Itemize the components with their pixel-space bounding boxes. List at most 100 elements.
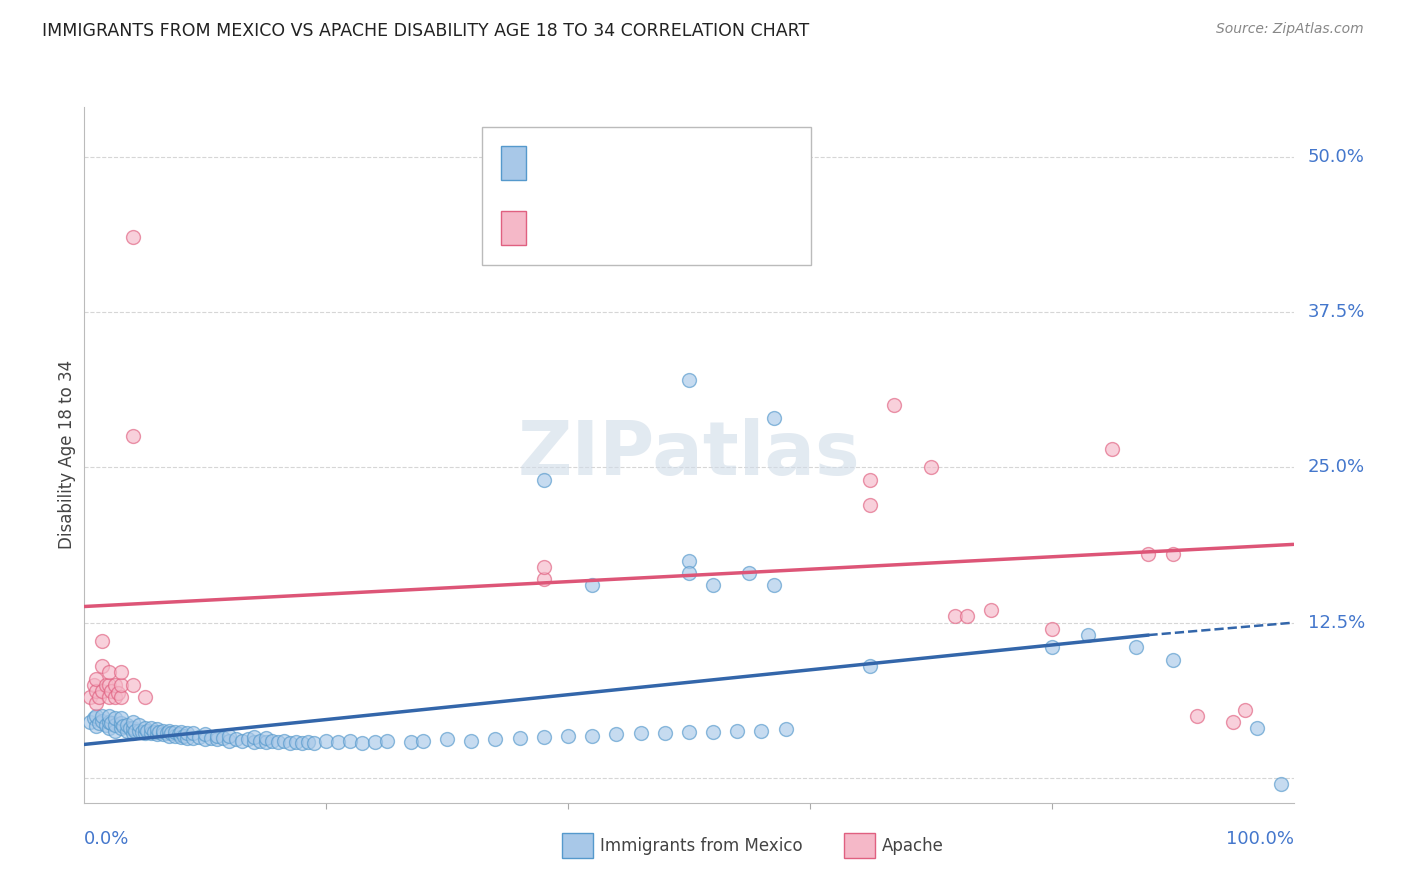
Point xyxy=(284,735,308,749)
Point xyxy=(436,732,458,747)
Point xyxy=(134,726,156,740)
Point xyxy=(678,373,700,387)
Point xyxy=(124,723,146,738)
Point xyxy=(157,723,180,738)
Point xyxy=(121,230,143,244)
Y-axis label: Disability Age 18 to 34: Disability Age 18 to 34 xyxy=(58,360,76,549)
Text: Immigrants from Mexico: Immigrants from Mexico xyxy=(600,837,803,855)
Point xyxy=(363,735,385,749)
Point xyxy=(678,553,700,567)
Text: 40: 40 xyxy=(655,219,679,236)
Point xyxy=(1161,653,1184,667)
Point xyxy=(104,711,127,725)
Point xyxy=(678,566,700,580)
Point xyxy=(121,726,143,740)
Point xyxy=(980,603,1002,617)
Point xyxy=(859,498,882,512)
Point xyxy=(883,398,905,412)
Point xyxy=(83,678,105,692)
Point xyxy=(163,725,186,739)
Text: 0.0%: 0.0% xyxy=(84,830,129,848)
Point xyxy=(188,730,211,744)
Text: Apache: Apache xyxy=(882,837,943,855)
Point xyxy=(328,735,350,749)
Text: 107: 107 xyxy=(655,154,690,172)
Point xyxy=(956,609,979,624)
Point xyxy=(121,429,143,443)
Point xyxy=(460,733,482,747)
Point xyxy=(557,729,579,743)
Point xyxy=(139,726,162,740)
Point xyxy=(121,714,143,729)
Point xyxy=(134,721,156,735)
Point xyxy=(152,727,174,741)
Point xyxy=(128,723,150,738)
Text: 37.5%: 37.5% xyxy=(1308,303,1365,321)
Point xyxy=(170,730,193,744)
Point xyxy=(104,690,127,705)
Point xyxy=(678,725,700,739)
Point xyxy=(207,732,229,747)
Point xyxy=(399,735,422,749)
Text: 100.0%: 100.0% xyxy=(1226,830,1294,848)
Point xyxy=(97,678,120,692)
Point xyxy=(1040,640,1063,655)
Point xyxy=(79,714,101,729)
Point xyxy=(194,732,217,747)
Point xyxy=(100,716,122,731)
Point xyxy=(200,731,222,746)
Point xyxy=(1137,547,1160,561)
Point xyxy=(181,731,204,746)
Point xyxy=(725,723,748,738)
Point xyxy=(94,678,117,692)
Point xyxy=(91,714,114,728)
Point xyxy=(605,727,627,741)
Point xyxy=(315,733,337,747)
Point xyxy=(87,690,110,705)
Point xyxy=(181,726,204,740)
Point xyxy=(1234,703,1257,717)
Point xyxy=(212,731,235,746)
Point xyxy=(97,708,120,723)
Point xyxy=(302,736,325,750)
Point xyxy=(297,735,319,749)
Point xyxy=(97,721,120,735)
Point xyxy=(920,460,942,475)
Point xyxy=(91,684,114,698)
Point xyxy=(86,719,108,733)
Text: 25.0%: 25.0% xyxy=(1308,458,1365,476)
Point xyxy=(146,727,169,741)
Point xyxy=(291,736,314,750)
Point xyxy=(242,730,264,744)
Point xyxy=(97,665,120,680)
Text: IMMIGRANTS FROM MEXICO VS APACHE DISABILITY AGE 18 TO 34 CORRELATION CHART: IMMIGRANTS FROM MEXICO VS APACHE DISABIL… xyxy=(42,22,810,40)
Point xyxy=(225,732,247,747)
Text: N =: N = xyxy=(627,219,664,236)
Point xyxy=(1040,622,1063,636)
Point xyxy=(1185,708,1208,723)
Point xyxy=(100,684,122,698)
Point xyxy=(176,726,198,740)
Text: N =: N = xyxy=(627,154,664,172)
Text: 12.5%: 12.5% xyxy=(1308,614,1365,632)
Point xyxy=(121,678,143,692)
Point xyxy=(110,665,132,680)
Point xyxy=(1270,777,1292,791)
Point xyxy=(375,733,398,747)
Point xyxy=(157,729,180,743)
Point xyxy=(110,721,132,735)
Point xyxy=(148,725,170,739)
Point xyxy=(176,731,198,746)
Point xyxy=(339,733,361,747)
Point xyxy=(352,736,374,750)
Point xyxy=(167,727,190,741)
Point xyxy=(412,733,434,747)
Point xyxy=(1077,628,1099,642)
Point xyxy=(267,735,290,749)
Point xyxy=(97,690,120,705)
Point xyxy=(273,733,295,747)
Point xyxy=(581,578,603,592)
Point xyxy=(173,729,195,743)
Point xyxy=(859,473,882,487)
Point xyxy=(260,733,283,747)
